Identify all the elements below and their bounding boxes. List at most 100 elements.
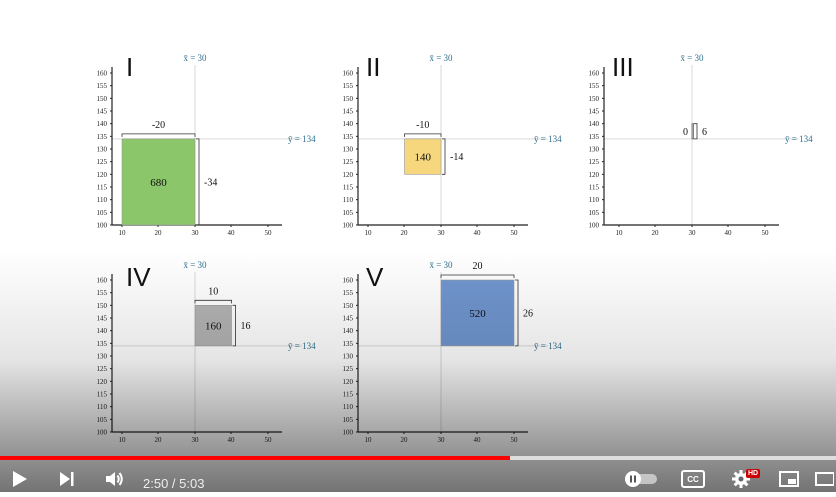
xbar-label: x̄ = 30 [429, 53, 453, 63]
play-icon [13, 471, 27, 487]
xbar-label: x̄ = 30 [680, 53, 704, 63]
x-tick-label: 50 [762, 229, 770, 237]
panel-iv: 160 155 150 145 140 135 130 125 120 115 110 105 100 1… [97, 260, 317, 444]
y-tick-label: 135 [343, 133, 354, 141]
x-tick-label: 40 [474, 436, 482, 444]
panel-numeral: III [612, 52, 634, 82]
y-tick-label: 110 [589, 196, 600, 204]
panel-ii: 160 155 150 145 140 135 130 125 120 115 110 105 100 1… [343, 52, 563, 237]
x-tick-label: 40 [474, 229, 482, 237]
area-label: 520 [469, 308, 486, 320]
panel-numeral: V [366, 262, 384, 292]
y-tick-label: 135 [589, 133, 600, 141]
y-tick-label: 140 [589, 120, 600, 128]
miniplayer-button[interactable] [776, 466, 802, 492]
y-tick-label: 155 [343, 82, 354, 90]
x-tick-label: 20 [401, 229, 409, 237]
cc-icon: CC [681, 470, 705, 488]
y-tick-label: 140 [343, 120, 354, 128]
y-tick-label: 125 [97, 158, 108, 166]
ybar-label: ȳ = 134 [288, 341, 316, 351]
area-label: 0 [683, 127, 688, 138]
theater-icon [815, 472, 834, 486]
y-tick-label: 160 [589, 70, 600, 78]
x-tick-label: 20 [652, 229, 660, 237]
x-tick-label: 30 [438, 436, 446, 444]
x-tick-label: 10 [365, 229, 373, 237]
y-tick-label: 145 [97, 108, 108, 116]
progress-buffered [509, 456, 836, 460]
y-tick-label: 160 [343, 277, 354, 285]
y-tick-label: 160 [97, 277, 108, 285]
area-label: 680 [150, 177, 167, 189]
height-bracket [694, 123, 698, 140]
y-tick-label: 135 [343, 340, 354, 348]
time-display: 2:50 / 5:03 [143, 476, 205, 491]
x-tick-label: 20 [401, 436, 409, 444]
area-label: 140 [415, 152, 432, 164]
autoplay-toggle-icon [625, 471, 657, 487]
panel-i: 160 155 150 145 140 135 130 125 120 115 110 105 100 1… [97, 52, 317, 237]
play-button[interactable] [6, 466, 32, 492]
x-tick-label: 10 [119, 229, 127, 237]
theater-button[interactable] [812, 466, 836, 492]
deviation-rect [691, 123, 694, 140]
y-tick-label: 125 [343, 158, 354, 166]
y-tick-label: 105 [343, 416, 354, 424]
x-tick-label: 20 [155, 436, 163, 444]
autoplay-toggle[interactable] [622, 466, 660, 492]
y-tick-label: 115 [343, 184, 354, 192]
progress-played [0, 456, 510, 460]
y-tick-label: 140 [343, 327, 354, 335]
y-tick-label: 110 [97, 403, 108, 411]
panel-v: 160 155 150 145 140 135 130 125 120 115 110 105 100 1… [343, 260, 563, 444]
y-tick-label: 120 [97, 378, 108, 386]
y-tick-label: 155 [97, 289, 108, 297]
y-tick-label: 130 [97, 353, 108, 361]
width-bracket [404, 133, 442, 137]
y-tick-label: 105 [97, 209, 108, 217]
y-tick-label: 145 [343, 108, 354, 116]
y-tick-label: 160 [97, 70, 108, 78]
height-label: -14 [450, 152, 463, 163]
y-tick-label: 125 [343, 365, 354, 373]
area-label: 160 [205, 321, 222, 333]
y-tick-label: 100 [97, 429, 108, 437]
y-tick-label: 120 [343, 171, 354, 179]
y-tick-label: 115 [589, 184, 600, 192]
y-tick-label: 150 [97, 95, 108, 103]
x-tick-label: 10 [119, 436, 127, 444]
x-tick-label: 20 [155, 229, 163, 237]
x-tick-label: 10 [616, 229, 624, 237]
y-tick-label: 150 [343, 302, 354, 310]
y-tick-label: 150 [97, 302, 108, 310]
xbar-label: x̄ = 30 [183, 260, 207, 270]
progress-bar[interactable] [0, 456, 836, 460]
panel-iii: 1601551501451401351301251201151101051001… [589, 52, 814, 237]
x-tick-label: 30 [192, 436, 200, 444]
y-tick-label: 135 [97, 340, 108, 348]
xbar-label: x̄ = 30 [183, 53, 207, 63]
xbar-label: x̄ = 30 [429, 260, 453, 270]
width-label: -10 [416, 120, 429, 131]
ybar-label: ȳ = 134 [534, 134, 562, 144]
next-button[interactable] [53, 466, 79, 492]
y-tick-label: 100 [343, 429, 354, 437]
y-tick-label: 120 [343, 378, 354, 386]
x-tick-label: 10 [365, 436, 373, 444]
x-tick-label: 50 [265, 436, 273, 444]
y-tick-label: 105 [343, 209, 354, 217]
width-label: -20 [152, 120, 165, 131]
deviation-rect [121, 138, 196, 226]
y-tick-label: 130 [589, 146, 600, 154]
x-tick-label: 50 [265, 229, 273, 237]
y-tick-label: 155 [343, 289, 354, 297]
panel-numeral: I [126, 52, 133, 82]
y-tick-label: 130 [97, 146, 108, 154]
volume-button[interactable] [100, 466, 128, 492]
y-tick-label: 125 [589, 158, 600, 166]
cc-button[interactable]: CC [680, 466, 706, 492]
y-tick-label: 100 [589, 222, 600, 230]
height-bracket [196, 138, 200, 226]
